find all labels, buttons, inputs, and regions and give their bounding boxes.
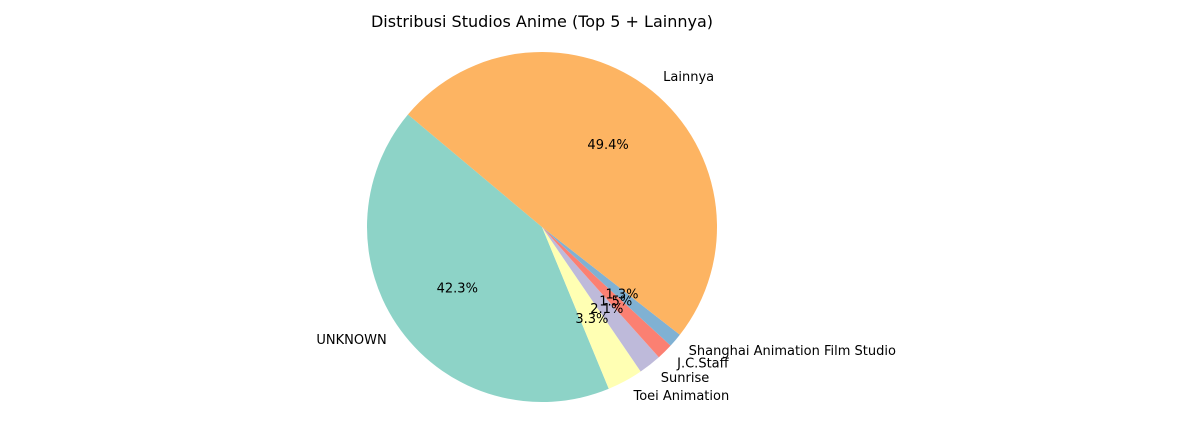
pie-labels: UNKNOWN Toei Animation SunriseJ.C.StaffSha… bbox=[316, 70, 896, 404]
slice-percent-toei-animation: 3.3% bbox=[575, 312, 608, 327]
pie-slices bbox=[366, 51, 717, 402]
pie-slice-j-c-staff bbox=[542, 227, 671, 358]
slice-percent-shanghai-animation-film-studio: 1.3% bbox=[605, 287, 638, 302]
slice-label-lainnya: Lainnya bbox=[663, 70, 714, 85]
slice-percent-j-c-staff: 1.5% bbox=[599, 294, 632, 309]
slice-label-toei-animation: Toei Animation bbox=[632, 389, 729, 404]
pie-slice-toei-animation bbox=[542, 227, 641, 389]
slice-percent-lainnya: 49.4% bbox=[587, 138, 628, 153]
slice-label-j-c-staff: J.C.Staff bbox=[676, 357, 729, 372]
slice-percent-unknown: 42.3% bbox=[437, 282, 478, 297]
pie-slice-sunrise bbox=[542, 227, 659, 372]
chart-title: Distribusi Studios Anime (Top 5 + Lainny… bbox=[371, 12, 713, 31]
slice-label-shanghai-animation-film-studio: Shanghai Animation Film Studio bbox=[689, 344, 896, 359]
pie-slice-shanghai-animation-film-studio bbox=[542, 227, 680, 346]
slice-label-unknown: UNKNOWN bbox=[316, 333, 386, 348]
slice-percent-sunrise: 2.1% bbox=[590, 302, 623, 317]
pie-slice-unknown bbox=[366, 114, 609, 402]
slice-label-sunrise: Sunrise bbox=[661, 371, 709, 386]
pie-percent-labels: 42.3% 3.3%2.1%1.5%1.3% 49.4% bbox=[437, 138, 639, 327]
pie-slice-lainnya bbox=[407, 51, 717, 335]
